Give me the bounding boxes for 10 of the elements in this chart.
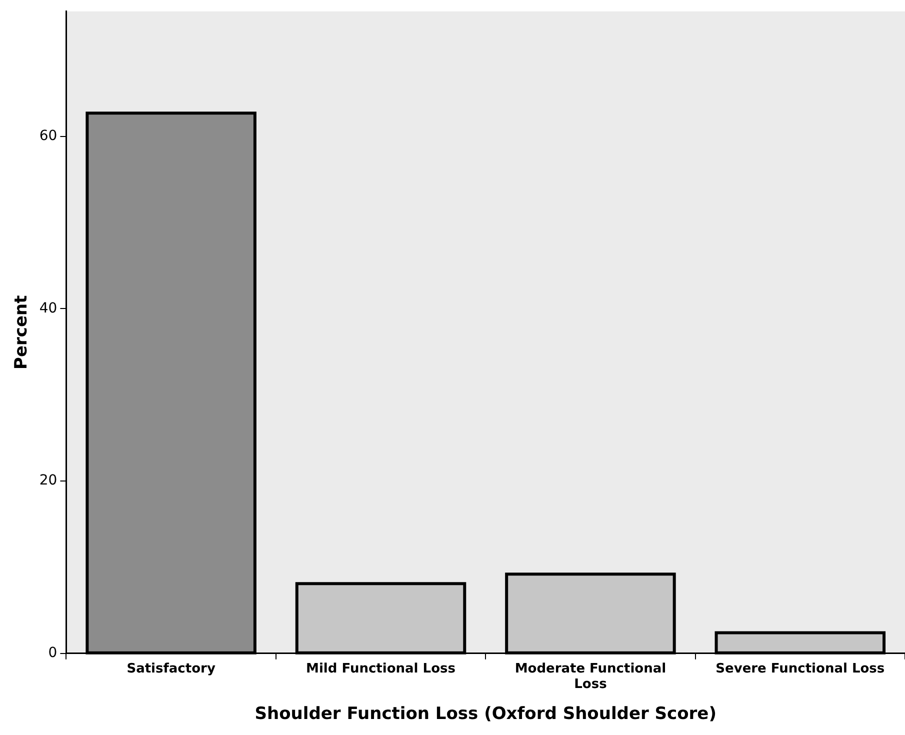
y-tick-label: 20 bbox=[39, 472, 58, 489]
y-tick-label: 0 bbox=[48, 645, 58, 662]
y-tick-label: 60 bbox=[39, 128, 58, 144]
x-tick-label: Satisfactory bbox=[126, 662, 216, 677]
x-tick-label: Severe Functional Loss bbox=[716, 662, 885, 677]
y-tick-label: 40 bbox=[39, 300, 58, 316]
x-tick-label: Mild Functional Loss bbox=[306, 662, 456, 677]
x-axis-title: Shoulder Function Loss (Oxford Shoulder Score) bbox=[254, 704, 716, 724]
y-axis-title: Percent bbox=[12, 295, 32, 370]
x-tick-label: Moderate Functional Loss bbox=[514, 662, 666, 692]
